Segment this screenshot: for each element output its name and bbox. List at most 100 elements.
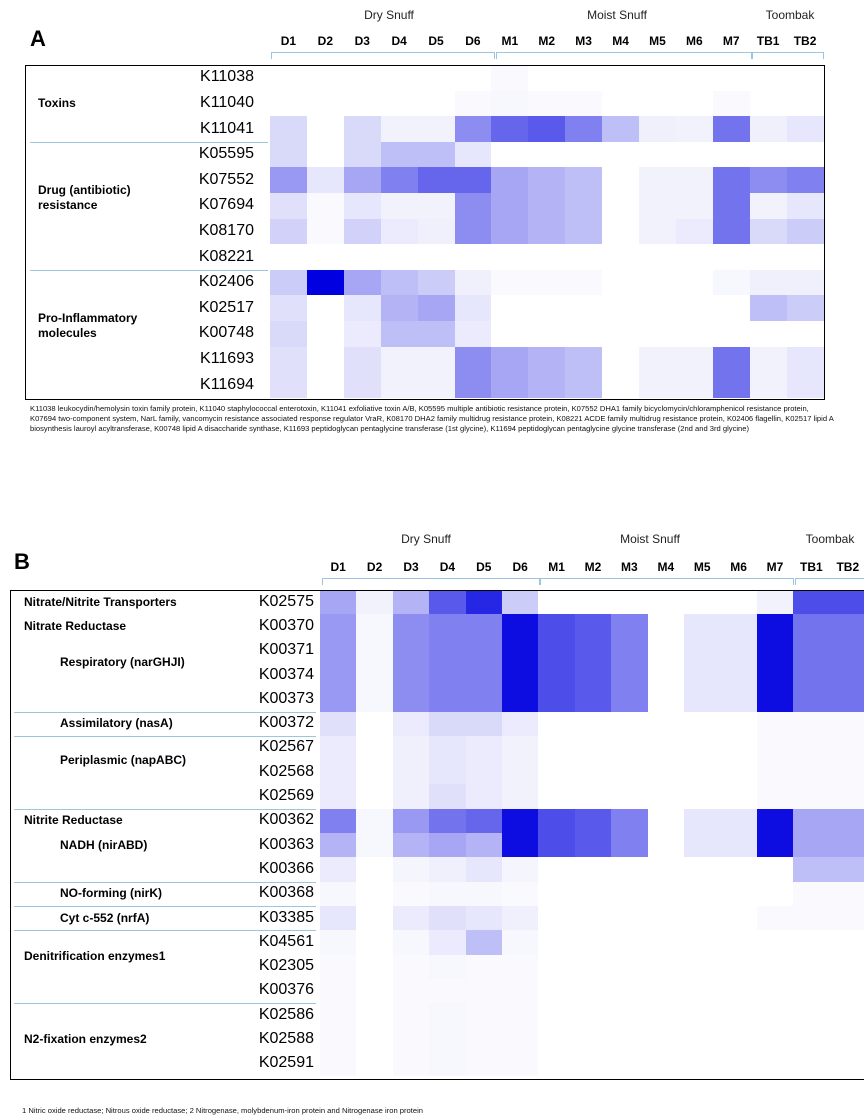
heatmap-cell [392,590,430,615]
row-label: K02569 [258,787,314,805]
heatmap-cell [684,662,721,688]
heatmap-cell [639,346,677,373]
heatmap-cell [356,638,394,664]
heatmap-cell [465,954,503,980]
heatmap-cell [356,735,394,761]
heatmap-cell [465,905,503,931]
heatmap-cell [675,90,714,117]
heatmap-cell [380,193,419,220]
heatmap-cell [538,711,576,737]
heatmap-cell [528,193,566,220]
heatmap-cell [429,857,467,883]
heatmap-cell [602,90,640,117]
heatmap-cell [491,321,529,348]
heatmap-cell [602,295,640,322]
heatmap-cell [380,321,419,348]
heatmap-cell [356,614,394,640]
heatmap-cell [793,760,831,785]
heatmap-cell [639,218,677,245]
heatmap-cell [491,295,529,322]
group-bracket [540,578,794,585]
group-bracket [795,578,864,585]
row-label: K11038 [200,68,254,86]
heatmap-cell [502,808,539,834]
heatmap-cell [786,295,824,322]
figure-footnote: K11038 leukocydin/hemolysin toxin family… [30,404,834,433]
heatmap-cell [720,784,758,810]
heatmap-cell [675,321,714,348]
heatmap-cell [392,1051,430,1077]
heatmap-cell [720,711,758,737]
column-label: M4 [657,560,675,574]
heatmap-cell [611,1027,649,1053]
heatmap-cell [565,167,603,194]
heatmap-cell [720,735,758,761]
heatmap-cell [749,269,788,296]
heatmap-cell [429,687,467,712]
heatmap-cell [684,760,721,785]
column-label: M1 [548,560,565,574]
heatmap-cell [647,881,685,907]
heatmap-cell [675,65,714,92]
heatmap-cell [454,141,492,168]
heatmap-cell [793,711,831,737]
heatmap-cell [712,372,751,399]
category-divider [30,141,268,143]
heatmap-cell [538,881,576,907]
heatmap-cell [538,784,576,810]
heatmap-cell [392,978,430,1004]
heatmap-cell [639,167,677,194]
heatmap-cell [684,978,721,1004]
heatmap-cell [528,116,566,143]
heatmap-cell [684,1027,721,1053]
heatmap-cell [465,638,503,664]
row-label: K07694 [198,196,254,214]
heatmap-cell [429,638,467,664]
heatmap-cell [356,978,394,1004]
heatmap-cell [270,269,308,296]
row-label: K02305 [258,957,314,975]
heatmap-cell [320,954,357,980]
group-bracket [752,52,824,59]
heatmap-cell [720,857,758,883]
row-label: K02575 [258,592,314,610]
heatmap-cell [749,346,788,373]
heatmap-cell [491,90,529,117]
heatmap-cell [720,1003,758,1028]
heatmap-cell [392,614,430,640]
heatmap-cell [392,954,430,980]
heatmap-cell [356,905,394,931]
heatmap-cell [465,1003,503,1028]
heatmap-cell [565,295,603,322]
row-label: K11040 [200,93,254,111]
heatmap-cell [270,193,308,220]
heatmap-cell [611,711,649,737]
heatmap-cell [829,1027,864,1053]
heatmap-cell [639,269,677,296]
row-label: K02591 [258,1054,314,1072]
heatmap-cell [647,638,685,664]
heatmap-cell [675,372,714,399]
heatmap-cell [465,808,503,834]
heatmap-cell [793,662,831,688]
category-label: N2-fixation enzymes2 [24,1032,147,1047]
heatmap-cell [639,321,677,348]
heatmap-cell [720,1027,758,1053]
heatmap-cell [491,65,529,92]
column-label: D2 [317,34,333,48]
heatmap-cell [356,784,394,810]
column-label: D6 [512,560,528,574]
heatmap-cell [647,1051,685,1077]
heatmap-cell [538,760,576,785]
heatmap-cell [465,614,503,640]
heatmap-cell [611,614,649,640]
heatmap-cell [756,638,794,664]
heatmap-cell [320,784,357,810]
heatmap-cell [392,735,430,761]
heatmap-cell [756,905,794,931]
heatmap-cell [392,760,430,785]
heatmap-cell [720,808,758,834]
row-label: K00374 [258,665,314,683]
heatmap-cell [720,905,758,931]
heatmap-cell [565,244,603,271]
